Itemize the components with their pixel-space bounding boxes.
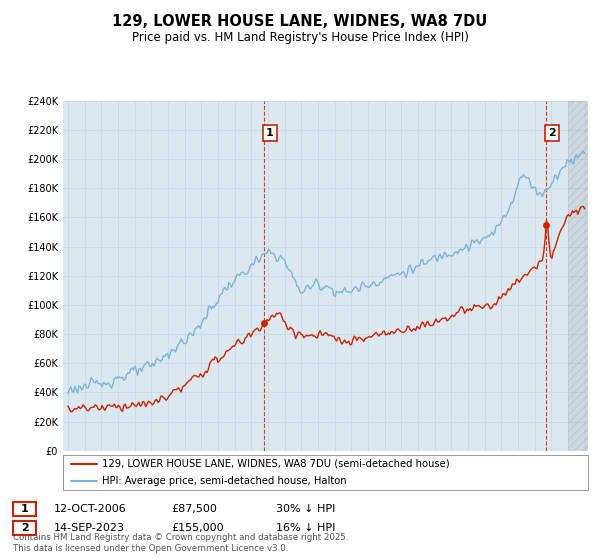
Text: £87,500: £87,500 (171, 504, 217, 514)
Text: £155,000: £155,000 (171, 523, 224, 533)
Text: 1: 1 (266, 128, 274, 138)
Text: Contains HM Land Registry data © Crown copyright and database right 2025.
This d: Contains HM Land Registry data © Crown c… (13, 533, 349, 553)
Text: 14-SEP-2023: 14-SEP-2023 (54, 523, 125, 533)
Text: 16% ↓ HPI: 16% ↓ HPI (276, 523, 335, 533)
Text: 129, LOWER HOUSE LANE, WIDNES, WA8 7DU: 129, LOWER HOUSE LANE, WIDNES, WA8 7DU (112, 14, 488, 29)
Text: 30% ↓ HPI: 30% ↓ HPI (276, 504, 335, 514)
Text: 129, LOWER HOUSE LANE, WIDNES, WA8 7DU (semi-detached house): 129, LOWER HOUSE LANE, WIDNES, WA8 7DU (… (103, 459, 450, 469)
Text: 2: 2 (548, 128, 556, 138)
Text: 1: 1 (21, 504, 28, 514)
Text: 2: 2 (21, 523, 28, 533)
Text: Price paid vs. HM Land Registry's House Price Index (HPI): Price paid vs. HM Land Registry's House … (131, 31, 469, 44)
Text: HPI: Average price, semi-detached house, Halton: HPI: Average price, semi-detached house,… (103, 477, 347, 486)
Text: 12-OCT-2006: 12-OCT-2006 (54, 504, 127, 514)
Bar (568, 101, 588, 451)
